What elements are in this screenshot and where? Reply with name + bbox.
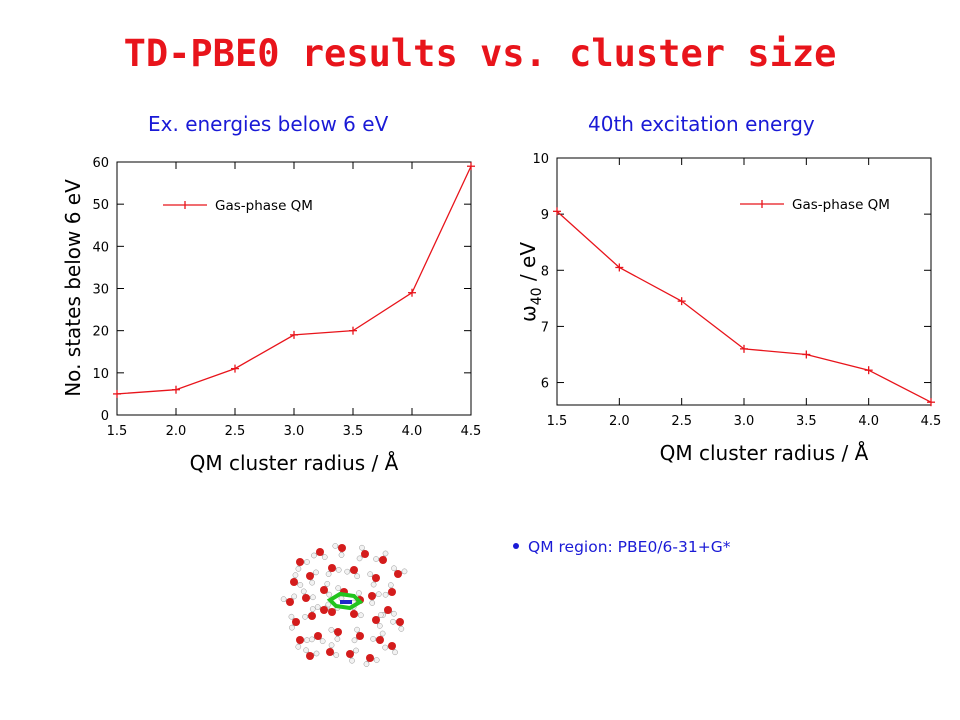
y-tick-label: 8 (541, 264, 549, 279)
bullet-item: QM region: PBE0/6-31+G* (513, 538, 730, 556)
water-molecule (346, 647, 359, 664)
data-point (864, 366, 873, 375)
x-tick-label: 2.5 (671, 414, 692, 429)
water-molecule (380, 606, 397, 618)
plot-frame (556, 157, 932, 406)
x-tick-label: 3.0 (734, 414, 755, 429)
x-tick-label: 4.5 (921, 414, 942, 429)
y-tick-label: 0 (101, 409, 109, 424)
water-molecule (320, 580, 333, 598)
data-point (467, 162, 475, 171)
water-molecule (390, 618, 405, 632)
x-tick-label: 4.0 (858, 414, 879, 429)
x-axis-label: QM cluster radius / Å (190, 451, 399, 475)
water-molecule (356, 544, 369, 562)
water-molecule (391, 565, 408, 578)
water-molecule (373, 550, 389, 564)
data-point (677, 297, 686, 306)
y-tick-label: 7 (541, 320, 549, 335)
y-tick-label: 6 (541, 377, 549, 392)
water-molecule (351, 626, 364, 644)
water-molecule (328, 626, 342, 642)
water-molecule (302, 606, 316, 620)
data-point (615, 263, 624, 272)
slide-title: TD-PBE0 results vs. cluster size (123, 32, 837, 75)
x-tick-label: 2.0 (166, 424, 187, 439)
water-molecule (314, 601, 332, 614)
water-molecule (295, 636, 310, 650)
y-axis-label: No. states below 6 eV (61, 179, 85, 397)
bullet-dot-icon (513, 542, 519, 549)
x-tick-label: 2.5 (225, 424, 246, 439)
y-tick-label: 40 (92, 240, 109, 255)
x-tick-label: 3.5 (343, 424, 364, 439)
y-tick-label: 10 (92, 367, 109, 382)
y-tick-label: 60 (92, 156, 109, 171)
water-molecule (306, 569, 319, 586)
water-molecule (288, 613, 300, 631)
x-tick-label: 3.0 (284, 424, 305, 439)
water-molecule (372, 612, 384, 629)
molecule-cluster-image (280, 543, 408, 667)
data-point (290, 330, 298, 339)
water-molecule (295, 558, 310, 572)
y-tick-label: 50 (92, 198, 109, 213)
legend-label: Gas-phase QM (215, 198, 313, 214)
data-point (408, 288, 416, 297)
data-point (349, 326, 357, 335)
x-tick-label: 1.5 (547, 414, 568, 429)
x-tick-label: 3.5 (796, 414, 817, 429)
water-molecule (300, 588, 316, 602)
data-point (740, 344, 748, 353)
water-molecule (280, 593, 298, 606)
x-axis-label: QM cluster radius / Å (660, 441, 869, 465)
water-molecule (370, 630, 386, 644)
series-line (556, 210, 932, 403)
data-point (231, 364, 239, 373)
water-molecule (344, 566, 361, 580)
water-molecule (325, 564, 342, 577)
data-point (172, 385, 180, 394)
water-molecule (363, 654, 380, 667)
x-tick-label: 4.5 (461, 424, 482, 439)
data-point (802, 350, 811, 359)
legend-label: Gas-phase QM (792, 197, 890, 213)
water-molecule (350, 604, 364, 619)
solute-molecule (326, 591, 364, 611)
water-molecule (303, 647, 320, 660)
water-molecule (382, 582, 396, 598)
x-tick-label: 4.0 (402, 424, 423, 439)
y-axis-label: ω40 / eV (516, 242, 545, 322)
left-panel-subtitle: Ex. energies below 6 eV (148, 112, 389, 136)
water-molecule (332, 543, 346, 558)
bullet-text: QM region: PBE0/6-31+G* (528, 538, 731, 556)
y-tick-label: 20 (92, 325, 109, 340)
water-molecule (290, 572, 304, 588)
data-point (113, 389, 121, 398)
water-molecule (382, 642, 398, 656)
water-molecule (326, 642, 340, 658)
y-tick-label: 30 (92, 283, 109, 298)
data-point (553, 207, 561, 216)
y-tick-label: 9 (541, 208, 549, 223)
water-molecule (311, 548, 328, 560)
data-point (927, 398, 935, 407)
x-tick-label: 2.0 (609, 414, 630, 429)
y-tick-label: 10 (532, 152, 549, 167)
right-panel-subtitle: 40th excitation energy (588, 112, 815, 136)
left-chart: 1.5 2.0 2.5 3.0 3.5 4.0 4.5 0 10 20 30 40 50 60 QM clu… (61, 156, 481, 475)
water-molecule (367, 571, 380, 588)
x-tick-label: 1.5 (107, 424, 128, 439)
right-chart: 1.5 2.0 2.5 3.0 3.5 4.0 4.5 6 7 8 9 10 QM cluster ra… (516, 152, 941, 465)
water-molecule (368, 591, 382, 606)
water-molecule (309, 632, 326, 645)
